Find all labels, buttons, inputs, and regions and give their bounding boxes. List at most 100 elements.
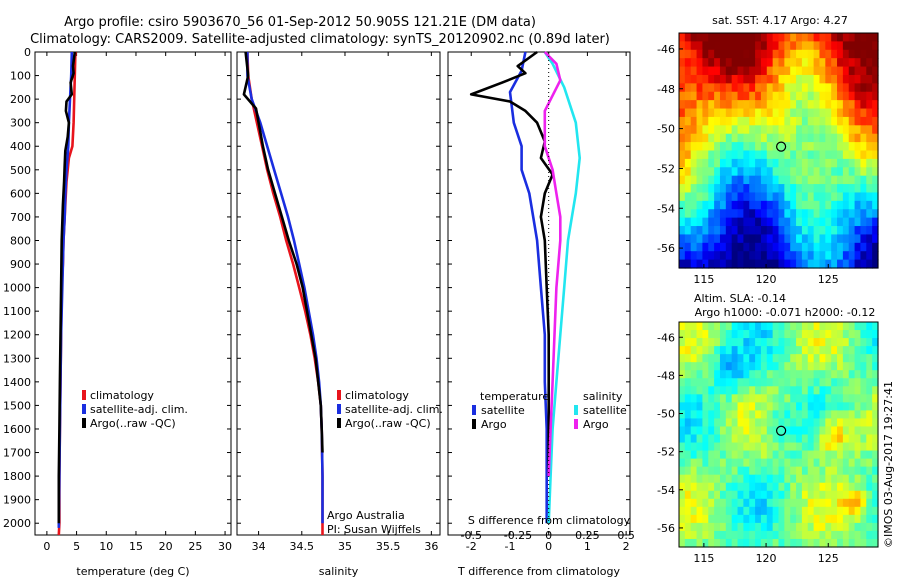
map-cell [749, 402, 756, 411]
map-cell [766, 217, 774, 227]
map-cell [848, 242, 856, 252]
map-cell [801, 506, 809, 516]
map-cell [760, 330, 768, 339]
map-cell [684, 538, 692, 548]
sla-map-panel: 115 120 125-46-48-50-52-54-56 [657, 321, 879, 565]
map-cell [725, 330, 733, 339]
map-cell [737, 158, 744, 168]
y-tick-label: -50 [657, 123, 675, 136]
map-cell [684, 482, 692, 492]
map-cell [784, 426, 791, 436]
map-cell [860, 142, 867, 152]
map-cell [819, 41, 826, 51]
map-cell [772, 362, 780, 371]
map-cell [825, 133, 832, 143]
map-cell [760, 354, 768, 363]
map-cell [784, 394, 791, 403]
map-cell [725, 426, 733, 436]
map-cell [784, 175, 791, 185]
map-cell [737, 506, 744, 516]
map-cell [801, 58, 809, 68]
map-cell [872, 74, 879, 84]
map-cell [679, 142, 686, 152]
map-cell [801, 370, 809, 379]
map-cell [684, 175, 692, 185]
map-cell [825, 217, 832, 227]
y-tick-label: 100 [10, 70, 31, 83]
map-cell [719, 49, 727, 59]
map-cell [784, 530, 791, 540]
map-cell [725, 434, 733, 444]
x-tick-label: 15 [129, 540, 143, 553]
map-cell [719, 482, 727, 492]
map-cell [784, 200, 791, 210]
map-cell [696, 426, 704, 436]
legend-label: Argo [481, 418, 507, 431]
map-cell [696, 116, 704, 126]
map-cell [860, 474, 867, 484]
map-cell [772, 522, 780, 532]
map-cell [842, 434, 850, 444]
map-cell [831, 506, 838, 516]
map-cell [801, 116, 809, 126]
map-cell [719, 426, 727, 436]
map-cell [679, 402, 686, 411]
map-cell [725, 466, 733, 476]
map-cell [778, 200, 785, 210]
map-cell [719, 402, 727, 411]
map-cell [801, 66, 809, 76]
map-cell [848, 426, 856, 436]
map-cell [760, 450, 768, 460]
legend-swatch [574, 419, 578, 429]
map-cell [749, 158, 756, 168]
map-cell [848, 251, 856, 261]
map-cell [819, 538, 826, 548]
map-cell [760, 538, 768, 548]
map-cell [837, 514, 844, 524]
map-cell [813, 83, 821, 93]
map-cell [731, 378, 739, 387]
map-cell [784, 167, 791, 177]
map-cell [801, 167, 809, 177]
salinity-profile-panel: 34 34.5 35 35.5 36salinityclimatologysatelli… [236, 51, 443, 578]
map-cell [766, 538, 774, 548]
map-cell [737, 100, 744, 110]
map-cell [778, 362, 785, 371]
map-cell [755, 386, 762, 395]
map-cell [755, 234, 762, 244]
map-cell [719, 242, 727, 252]
map-cell [766, 175, 774, 185]
map-cell [760, 482, 768, 492]
map-cell [801, 217, 809, 227]
map-cell [790, 506, 797, 516]
map-cell [731, 209, 739, 219]
map-cell [784, 490, 791, 500]
map-cell [772, 538, 780, 548]
map-cell [714, 108, 721, 118]
map-cell [807, 490, 815, 500]
map-cell [749, 74, 756, 84]
map-cell [725, 482, 733, 492]
map-cell [743, 354, 750, 363]
map-sla-title-1: Altim. SLA: -0.14 [694, 292, 786, 305]
map-cell [866, 354, 873, 363]
map-cell [854, 490, 862, 500]
map-cell [725, 108, 733, 118]
map-cell [708, 362, 715, 371]
map-cell [743, 83, 750, 93]
map-cell [848, 490, 856, 500]
map-cell [872, 142, 879, 152]
map-cell [708, 142, 715, 152]
map-cell [848, 167, 856, 177]
map-cell [819, 442, 826, 452]
map-cell [813, 346, 821, 355]
map-cell [737, 378, 744, 387]
map-cell [854, 226, 862, 236]
map-cell [831, 234, 838, 244]
map-cell [807, 108, 815, 118]
map-cell [807, 322, 815, 331]
map-cell [725, 49, 733, 59]
map-cell [690, 450, 698, 460]
map-cell [790, 66, 797, 76]
map-cell [790, 346, 797, 355]
